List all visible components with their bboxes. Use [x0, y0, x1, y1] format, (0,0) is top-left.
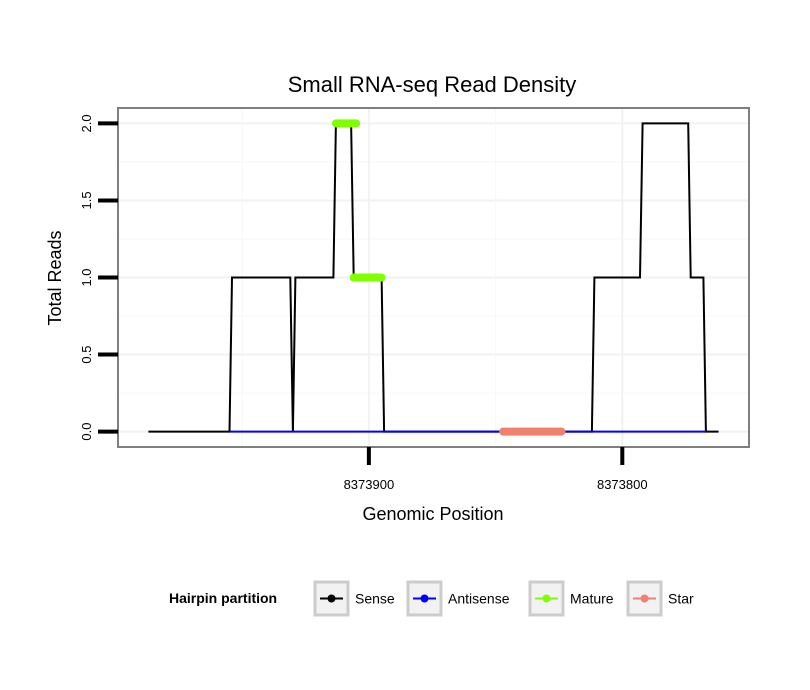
y-tick-label: 2.0: [79, 114, 94, 132]
legend-label-antisense: Antisense: [448, 591, 510, 607]
legend: Hairpin partition Sense Antisense Mature St…: [169, 580, 694, 617]
legend-label-mature: Mature: [570, 591, 614, 607]
y-axis-ticks: 0.0 0.5 1.0 1.5 2.0: [79, 114, 118, 441]
x-tick-label: 8373800: [597, 477, 648, 492]
chart-title: Small RNA-seq Read Density: [288, 72, 577, 97]
legend-key-dot-star: [640, 594, 649, 603]
series-layer: [148, 119, 719, 436]
y-tick-label: 0.5: [79, 346, 94, 364]
x-axis-title: Genomic Position: [362, 504, 503, 524]
y-tick-label: 1.5: [79, 191, 94, 209]
y-axis-title: Total Reads: [45, 230, 65, 325]
legend-key-dot-mature: [542, 594, 551, 603]
legend-title: Hairpin partition: [169, 590, 277, 606]
legend-label-sense: Sense: [355, 591, 395, 607]
x-tick-label: 8373900: [344, 477, 395, 492]
x-axis-ticks: 8373900 8373800: [344, 447, 648, 492]
legend-key-dot-antisense: [420, 594, 429, 603]
y-tick-label: 0.0: [79, 423, 94, 441]
legend-label-star: Star: [668, 591, 694, 607]
legend-entries: Sense Antisense Mature Star: [313, 580, 694, 617]
legend-key-dot-sense: [327, 594, 336, 603]
y-tick-label: 1.0: [79, 268, 94, 286]
